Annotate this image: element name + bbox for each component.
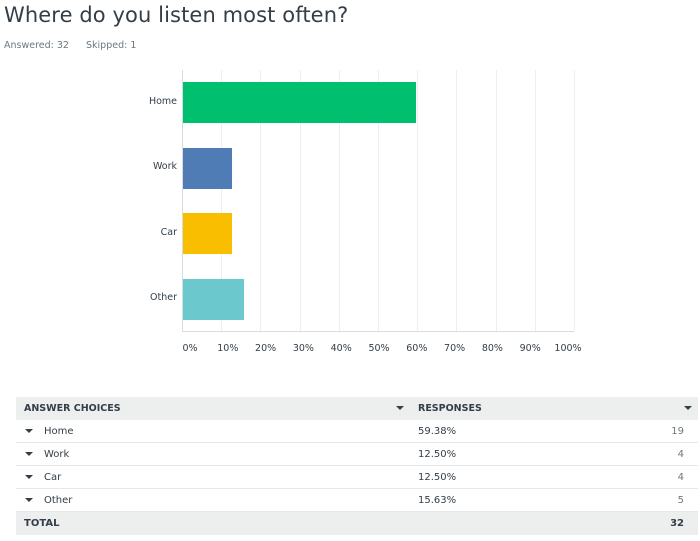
response-percent: 12.50%: [418, 471, 457, 483]
gridline: [338, 70, 340, 331]
expand-caret-icon[interactable]: [25, 498, 33, 502]
choice-label: Work: [44, 448, 70, 460]
x-tick-label: 70%: [444, 343, 466, 354]
gridline: [260, 70, 262, 331]
x-tick-label: 60%: [406, 343, 428, 354]
gridline: [299, 70, 301, 331]
response-summary: Answered: 32 Skipped: 1: [4, 40, 150, 51]
expand-caret-icon[interactable]: [25, 429, 33, 433]
responses-header[interactable]: RESPONSES: [418, 403, 482, 414]
gridline: [378, 70, 379, 331]
bar-home[interactable]: [183, 82, 416, 124]
gridline: [456, 70, 458, 331]
x-tick-label: 80%: [481, 343, 503, 354]
bar-other[interactable]: [183, 278, 245, 320]
total-label: TOTAL: [24, 518, 60, 529]
gridline: [534, 70, 536, 331]
response-count: 4: [677, 448, 684, 460]
category-label: Work: [152, 161, 177, 173]
x-tick-label: 90%: [519, 343, 541, 354]
skipped-count: Skipped: 1: [86, 40, 137, 51]
response-count: 19: [671, 425, 684, 437]
category-label: Home: [148, 95, 177, 107]
answer-choices-header[interactable]: ANSWER CHOICES: [24, 403, 121, 414]
x-tick-label: 30%: [292, 343, 314, 354]
gridline: [574, 70, 575, 331]
response-count: 4: [677, 471, 684, 483]
bar-work[interactable]: [183, 147, 232, 189]
response-count: 5: [677, 494, 684, 506]
choice-label: Other: [44, 494, 73, 506]
answered-count: Answered: 32: [4, 40, 69, 51]
gridline: [495, 70, 497, 331]
table-row: Home 59.38% 19: [16, 420, 698, 443]
gridline: [221, 70, 223, 331]
bar-chart: Home Work Car Other 0% 10% 20% 30% 40% 50% 60% 70%…: [148, 70, 582, 354]
total-row: TOTAL 32: [16, 512, 698, 535]
category-label: Car: [160, 226, 177, 238]
sort-caret-icon[interactable]: [684, 406, 692, 410]
choice-label: Car: [44, 471, 62, 483]
expand-caret-icon[interactable]: [25, 475, 33, 479]
category-label: Other: [150, 292, 177, 304]
table-row: Other 15.63% 5: [16, 489, 698, 512]
table-row: Work 12.50% 4: [16, 443, 698, 466]
bar-car[interactable]: [183, 213, 232, 255]
x-tick-label: 10%: [217, 343, 239, 354]
x-tick-label: 40%: [330, 343, 352, 354]
response-percent: 12.50%: [418, 448, 457, 460]
response-percent: 15.63%: [418, 494, 457, 506]
x-tick-label: 0%: [182, 343, 198, 354]
responses-table: ANSWER CHOICES RESPONSES Home 59.38% 19 …: [16, 397, 698, 535]
expand-caret-icon[interactable]: [25, 452, 33, 456]
x-tick-label: 20%: [255, 343, 277, 354]
choice-label: Home: [44, 425, 74, 437]
response-percent: 59.38%: [418, 425, 457, 437]
total-count: 32: [670, 518, 684, 529]
table-header: ANSWER CHOICES RESPONSES: [16, 397, 698, 420]
gridline: [417, 70, 419, 331]
table-row: Car 12.50% 4: [16, 466, 698, 489]
question-title: Where do you listen most often?: [4, 3, 349, 27]
sort-caret-icon[interactable]: [396, 406, 404, 410]
plot-area: [182, 70, 575, 332]
x-tick-label: 100%: [554, 343, 582, 354]
x-tick-label: 50%: [368, 343, 390, 354]
